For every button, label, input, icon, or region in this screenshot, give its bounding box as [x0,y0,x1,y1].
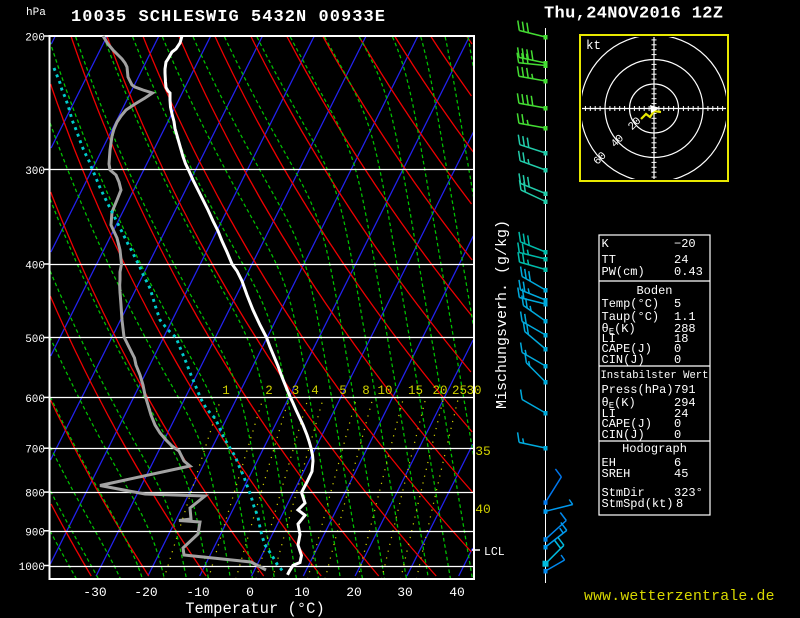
svg-text:600: 600 [25,394,45,406]
svg-text:0: 0 [674,342,681,356]
svg-text:0: 0 [674,417,681,431]
svg-text:200: 200 [25,33,45,45]
svg-text:Thu,24NOV2016 12Z: Thu,24NOV2016 12Z [544,5,723,24]
svg-text:Boden: Boden [636,284,672,298]
svg-text:24: 24 [674,253,688,267]
svg-text:www.wetterzentrale.de: www.wetterzentrale.de [584,589,775,605]
svg-text:800: 800 [25,489,45,501]
svg-text:CIN(J): CIN(J) [602,428,645,442]
svg-text:10035 SCHLESWIG 5432N 00933E: 10035 SCHLESWIG 5432N 00933E [71,8,386,27]
svg-text:2: 2 [265,384,273,398]
svg-text:30: 30 [466,384,481,398]
svg-text:300: 300 [25,166,45,178]
svg-text:45: 45 [674,467,688,481]
svg-text:EH: EH [602,456,616,470]
svg-text:35: 35 [475,444,491,459]
svg-text:323°: 323° [674,486,703,500]
svg-text:20: 20 [346,585,362,600]
svg-text:8: 8 [676,497,683,511]
svg-text:25: 25 [452,384,467,398]
svg-text:20: 20 [432,384,447,398]
svg-text:500: 500 [25,334,45,346]
svg-text:StmSpd(kt): StmSpd(kt) [602,497,674,511]
svg-text:5: 5 [339,384,347,398]
svg-text:kt: kt [586,39,601,53]
svg-text:StmDir: StmDir [602,486,645,500]
svg-text:288: 288 [674,322,696,336]
svg-text:Temperatur (°C): Temperatur (°C) [185,600,325,618]
svg-text:10: 10 [377,384,392,398]
svg-text:4: 4 [311,384,319,398]
svg-text:40: 40 [475,502,491,517]
svg-text:1000: 1000 [19,562,45,574]
svg-text:TT: TT [602,253,616,267]
svg-text:15: 15 [408,384,423,398]
svg-text:-20: -20 [134,585,157,600]
svg-text:10: 10 [294,585,310,600]
svg-text:Taup(°C): Taup(°C) [602,310,660,324]
svg-text:-30: -30 [83,585,106,600]
svg-text:LI: LI [602,407,616,421]
svg-text:1: 1 [222,384,230,398]
svg-text:Hodograph: Hodograph [622,442,687,456]
svg-text:Press(hPa): Press(hPa) [602,383,674,397]
svg-text:Instabilster Wert: Instabilster Wert [600,370,708,382]
svg-text:6: 6 [674,456,681,470]
svg-text:0: 0 [674,353,681,367]
svg-text:LI: LI [602,332,616,346]
svg-text:-10: -10 [186,585,209,600]
svg-text:1.1: 1.1 [674,310,696,324]
svg-text:400: 400 [25,261,45,273]
svg-text:K: K [602,237,610,251]
svg-text:SREH: SREH [602,467,631,481]
svg-text:30: 30 [397,585,413,600]
svg-text:0.43: 0.43 [674,265,703,279]
svg-text:5: 5 [674,297,681,311]
svg-text:24: 24 [674,407,688,421]
svg-text:18: 18 [674,332,688,346]
svg-text:CAPE(J): CAPE(J) [602,417,652,431]
svg-text:Mischungsverh. (g/kg): Mischungsverh. (g/kg) [494,220,511,409]
svg-text:LCL: LCL [484,546,505,559]
svg-text:3: 3 [292,384,300,398]
svg-text:8: 8 [362,384,370,398]
svg-text:Temp(°C): Temp(°C) [602,297,660,311]
svg-text:294: 294 [674,396,696,410]
svg-text:900: 900 [25,527,45,539]
svg-text:0: 0 [246,585,254,600]
svg-text:700: 700 [25,445,45,457]
svg-text:CIN(J): CIN(J) [602,353,645,367]
svg-text:791: 791 [674,383,696,397]
svg-text:−20: −20 [674,237,696,251]
svg-text:hPa: hPa [26,7,46,19]
svg-text:40: 40 [449,585,465,600]
svg-text:CAPE(J): CAPE(J) [602,342,652,356]
svg-text:PW(cm): PW(cm) [602,265,645,279]
svg-text:0: 0 [674,428,681,442]
